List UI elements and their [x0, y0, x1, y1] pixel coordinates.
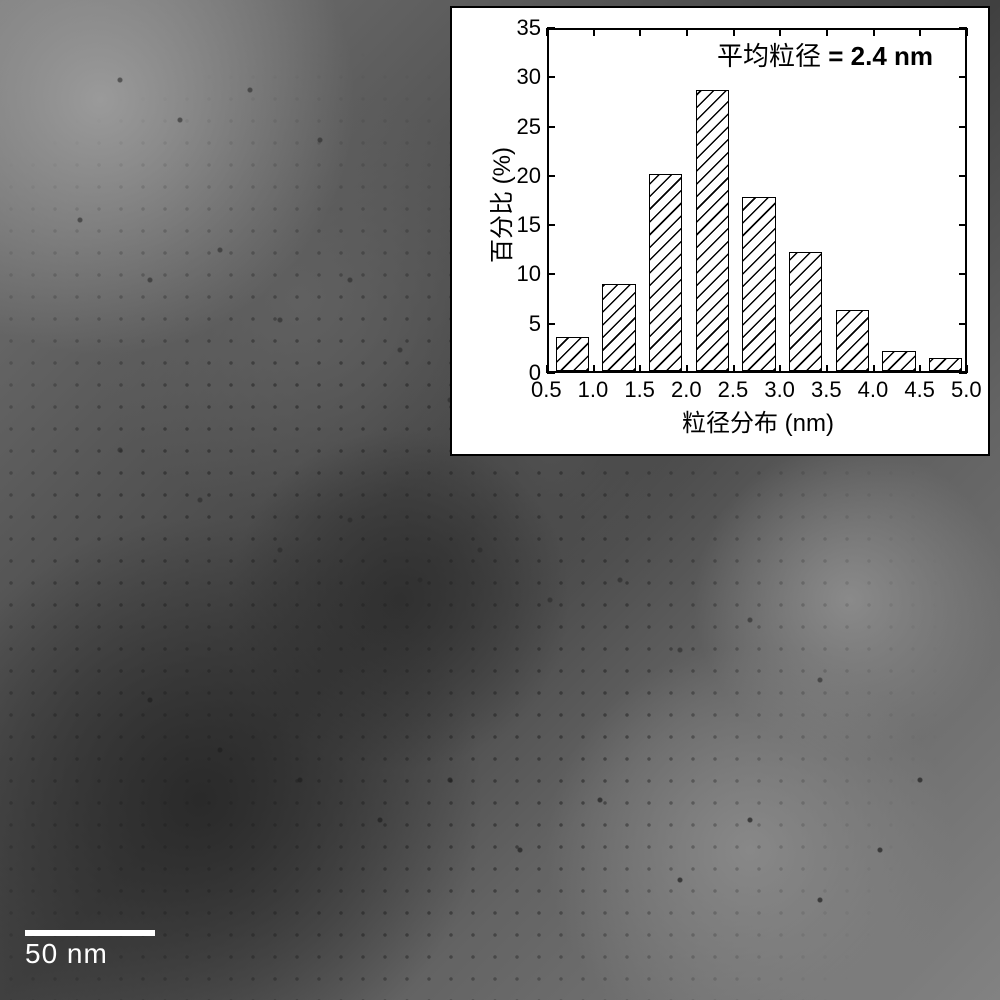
x-tick — [686, 365, 688, 373]
x-tick — [919, 28, 921, 36]
y-tick-label: 10 — [517, 261, 541, 287]
x-tick — [639, 365, 641, 373]
x-tick — [966, 365, 968, 373]
y-tick — [547, 126, 555, 128]
y-tick — [547, 323, 555, 325]
histogram-bar — [882, 351, 916, 371]
y-tick-label: 15 — [517, 212, 541, 238]
x-tick — [873, 28, 875, 36]
x-tick — [593, 28, 595, 36]
y-tick — [547, 175, 555, 177]
annotation-prefix: 平均粒径 — [717, 41, 821, 71]
y-tick — [959, 224, 967, 226]
y-tick — [959, 76, 967, 78]
x-tick — [733, 365, 735, 373]
scale-bar-label: 50 nm — [25, 938, 155, 970]
histogram-bar — [696, 90, 730, 371]
y-tick-label: 30 — [517, 64, 541, 90]
x-tick-label: 3.0 — [764, 377, 795, 403]
y-axis-label: 百分比 (%) — [482, 147, 517, 263]
x-tick-label: 2.0 — [671, 377, 702, 403]
histogram-bar — [789, 252, 823, 371]
y-tick-label: 20 — [517, 163, 541, 189]
y-tick — [547, 76, 555, 78]
scale-bar-line — [25, 930, 155, 936]
histogram-panel: 平均粒径 = 2.4 nm 百分比 (%) 粒径分布 (nm) 05101520… — [450, 6, 990, 456]
histogram-plot-area — [547, 28, 967, 373]
x-tick — [919, 365, 921, 373]
histogram-bar — [602, 284, 636, 371]
x-tick — [546, 365, 548, 373]
y-tick-label: 5 — [529, 311, 541, 337]
x-tick-label: 0.5 — [531, 377, 562, 403]
x-tick — [686, 28, 688, 36]
histogram-annotation: 平均粒径 = 2.4 nm — [717, 36, 933, 73]
y-tick-label: 35 — [517, 15, 541, 41]
x-axis-label: 粒径分布 (nm) — [682, 403, 834, 438]
annotation-equals: = — [828, 41, 850, 71]
scale-bar: 50 nm — [25, 930, 155, 970]
x-tick-label: 3.5 — [811, 377, 842, 403]
histogram-bar — [836, 310, 870, 371]
histogram-bar — [556, 337, 590, 372]
y-tick — [547, 372, 555, 374]
x-tick — [826, 28, 828, 36]
y-tick — [959, 126, 967, 128]
x-tick — [779, 28, 781, 36]
y-tick — [547, 224, 555, 226]
x-tick — [966, 28, 968, 36]
y-tick — [547, 27, 555, 29]
y-tick — [959, 323, 967, 325]
x-tick-label: 4.5 — [904, 377, 935, 403]
x-tick — [826, 365, 828, 373]
x-tick-label: 1.0 — [578, 377, 609, 403]
x-tick — [779, 365, 781, 373]
histogram-bar — [649, 174, 683, 371]
x-tick-label: 5.0 — [951, 377, 982, 403]
y-tick — [547, 273, 555, 275]
y-tick — [959, 273, 967, 275]
x-tick — [873, 365, 875, 373]
x-tick-label: 1.5 — [624, 377, 655, 403]
y-tick-label: 25 — [517, 114, 541, 140]
histogram-inner: 平均粒径 = 2.4 nm 百分比 (%) 粒径分布 (nm) 05101520… — [452, 8, 992, 458]
x-tick — [546, 28, 548, 36]
histogram-bar — [742, 197, 776, 371]
histogram-bar — [929, 358, 963, 371]
annotation-value: 2.4 nm — [851, 41, 933, 71]
x-tick — [733, 28, 735, 36]
x-tick-label: 2.5 — [718, 377, 749, 403]
x-tick — [593, 365, 595, 373]
tem-micrograph: 50 nm 平均粒径 = 2.4 nm 百分比 (%) 粒径分布 (nm) 05… — [0, 0, 1000, 1000]
y-tick — [959, 175, 967, 177]
x-tick — [639, 28, 641, 36]
x-tick-label: 4.0 — [858, 377, 889, 403]
